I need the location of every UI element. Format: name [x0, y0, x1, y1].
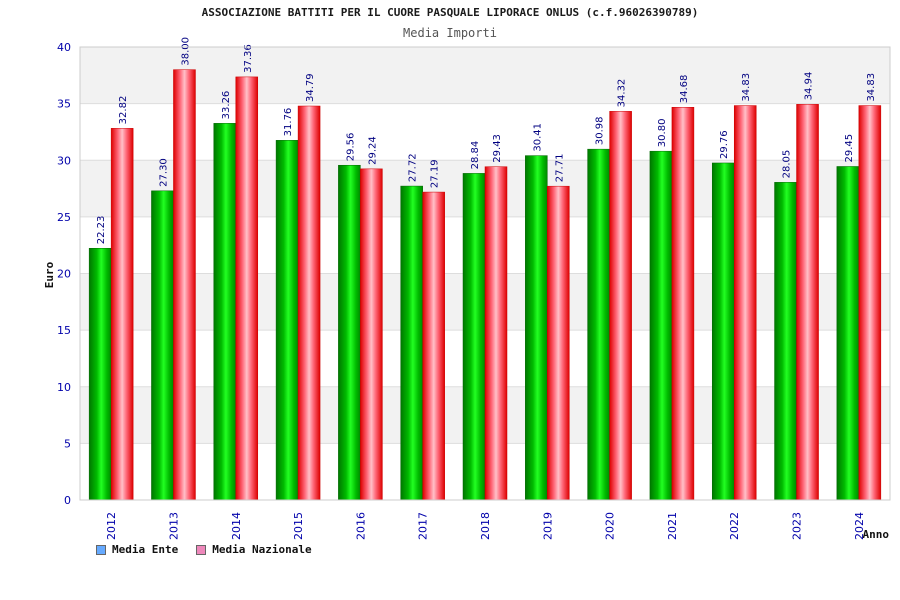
- y-tick-label: 0: [64, 494, 71, 507]
- bar-value-label: 38.00: [180, 37, 191, 66]
- bar-media-ente: [151, 190, 174, 501]
- bar-value-label: 34.68: [679, 75, 690, 104]
- bar-media-ente: [462, 173, 486, 501]
- x-tick-label: 2021: [666, 512, 679, 540]
- bar-value-label: 34.32: [617, 79, 628, 108]
- grid-band: [80, 103, 890, 161]
- bar-media-nazionale: [796, 104, 819, 501]
- bar-value-label: 27.72: [408, 153, 419, 182]
- bar-media-ente: [774, 182, 797, 501]
- bar-value-label: 30.80: [657, 119, 668, 148]
- legend-label-ente: Media Ente: [112, 543, 179, 556]
- bar-media-ente: [88, 247, 112, 501]
- bar-value-label: 32.82: [118, 96, 129, 125]
- bar-media-nazionale: [360, 168, 383, 501]
- bar-value-label: 29.56: [345, 133, 356, 162]
- x-tick-label: 2013: [167, 512, 180, 540]
- bar-media-nazionale: [297, 105, 321, 501]
- y-tick-label: 5: [64, 437, 71, 450]
- bar-media-nazionale: [858, 105, 882, 501]
- bar-value-label: 27.71: [554, 154, 565, 183]
- bar-value-label: 31.76: [283, 108, 294, 137]
- y-tick-label: 35: [57, 98, 71, 111]
- bar-value-label: 30.98: [595, 117, 606, 146]
- bar-media-ente: [275, 140, 299, 501]
- legend-swatch-nazionale: [196, 544, 207, 555]
- y-tick-label: 15: [57, 324, 71, 337]
- bar-media-ente: [525, 155, 548, 501]
- x-tick-label: 2020: [604, 512, 617, 540]
- bar-media-ente: [338, 164, 361, 501]
- x-tick-label: 2024: [853, 512, 866, 540]
- x-tick-label: 2023: [791, 512, 804, 540]
- plot-frame: [79, 46, 891, 501]
- y-tick-label: 10: [57, 381, 71, 394]
- chart-title: ASSOCIAZIONE BATTITI PER IL CUORE PASQUA…: [201, 6, 699, 19]
- bar-value-label: 29.43: [492, 134, 503, 163]
- bar-media-nazionale: [110, 128, 134, 501]
- bar-media-ente: [400, 185, 423, 501]
- bar-media-ente: [587, 148, 610, 501]
- x-tick-label: 2018: [479, 512, 492, 540]
- x-tick-label: 2017: [417, 512, 430, 540]
- x-tick-label: 2012: [105, 512, 118, 540]
- grid-band: [80, 47, 890, 104]
- bar-media-ente: [711, 162, 735, 501]
- x-tick-label: 2019: [541, 512, 554, 540]
- bar-value-label: 34.79: [305, 73, 316, 102]
- x-tick-label: 2014: [230, 512, 243, 540]
- y-tick-label: 40: [57, 41, 71, 54]
- x-tick-label: 2022: [728, 512, 741, 540]
- chart-subtitle: Media Importi: [403, 26, 497, 40]
- bar-value-label: 29.24: [367, 136, 378, 165]
- bar-value-label: 34.94: [804, 72, 815, 101]
- bar-value-label: 33.26: [221, 91, 232, 120]
- bar-value-label: 34.83: [866, 73, 877, 102]
- bar-value-label: 29.76: [719, 130, 730, 159]
- bar-value-label: 37.36: [243, 44, 254, 73]
- y-tick-label: 30: [57, 154, 71, 167]
- bar-media-nazionale: [609, 111, 632, 501]
- bar-value-label: 29.45: [844, 134, 855, 163]
- legend-label-nazionale: Media Nazionale: [212, 543, 312, 556]
- legend-swatch-ente: [96, 544, 106, 555]
- bar-media-nazionale: [671, 106, 695, 501]
- bar-media-ente: [836, 166, 860, 501]
- bar-media-ente: [649, 150, 673, 501]
- legend-item-ente: Media Ente: [96, 543, 178, 556]
- bar-media-ente: [213, 123, 237, 501]
- bar-value-label: 28.84: [470, 141, 481, 170]
- legend-item-nazionale: Media Nazionale: [196, 543, 312, 556]
- bar-value-label: 27.19: [430, 159, 441, 188]
- x-axis-label: Anno: [863, 528, 890, 541]
- bar-value-label: 22.23: [96, 216, 107, 245]
- bar-value-label: 30.41: [532, 123, 543, 152]
- x-tick-label: 2015: [292, 512, 305, 540]
- y-tick-label: 25: [57, 211, 71, 224]
- y-axis-label: Euro: [43, 261, 56, 288]
- bar-media-nazionale: [235, 76, 259, 501]
- bar-media-nazionale: [173, 69, 196, 501]
- y-tick-label: 20: [57, 268, 71, 281]
- bar-media-nazionale: [733, 105, 757, 501]
- bar-media-nazionale: [547, 185, 570, 501]
- bar-value-label: 34.83: [741, 73, 752, 102]
- bar-media-nazionale: [422, 191, 445, 501]
- bar-value-label: 27.30: [158, 158, 169, 187]
- bar-media-nazionale: [484, 166, 508, 501]
- x-tick-label: 2016: [354, 512, 367, 540]
- bar-value-label: 28.05: [782, 150, 793, 179]
- legend: Media Ente Media Nazionale: [96, 543, 312, 556]
